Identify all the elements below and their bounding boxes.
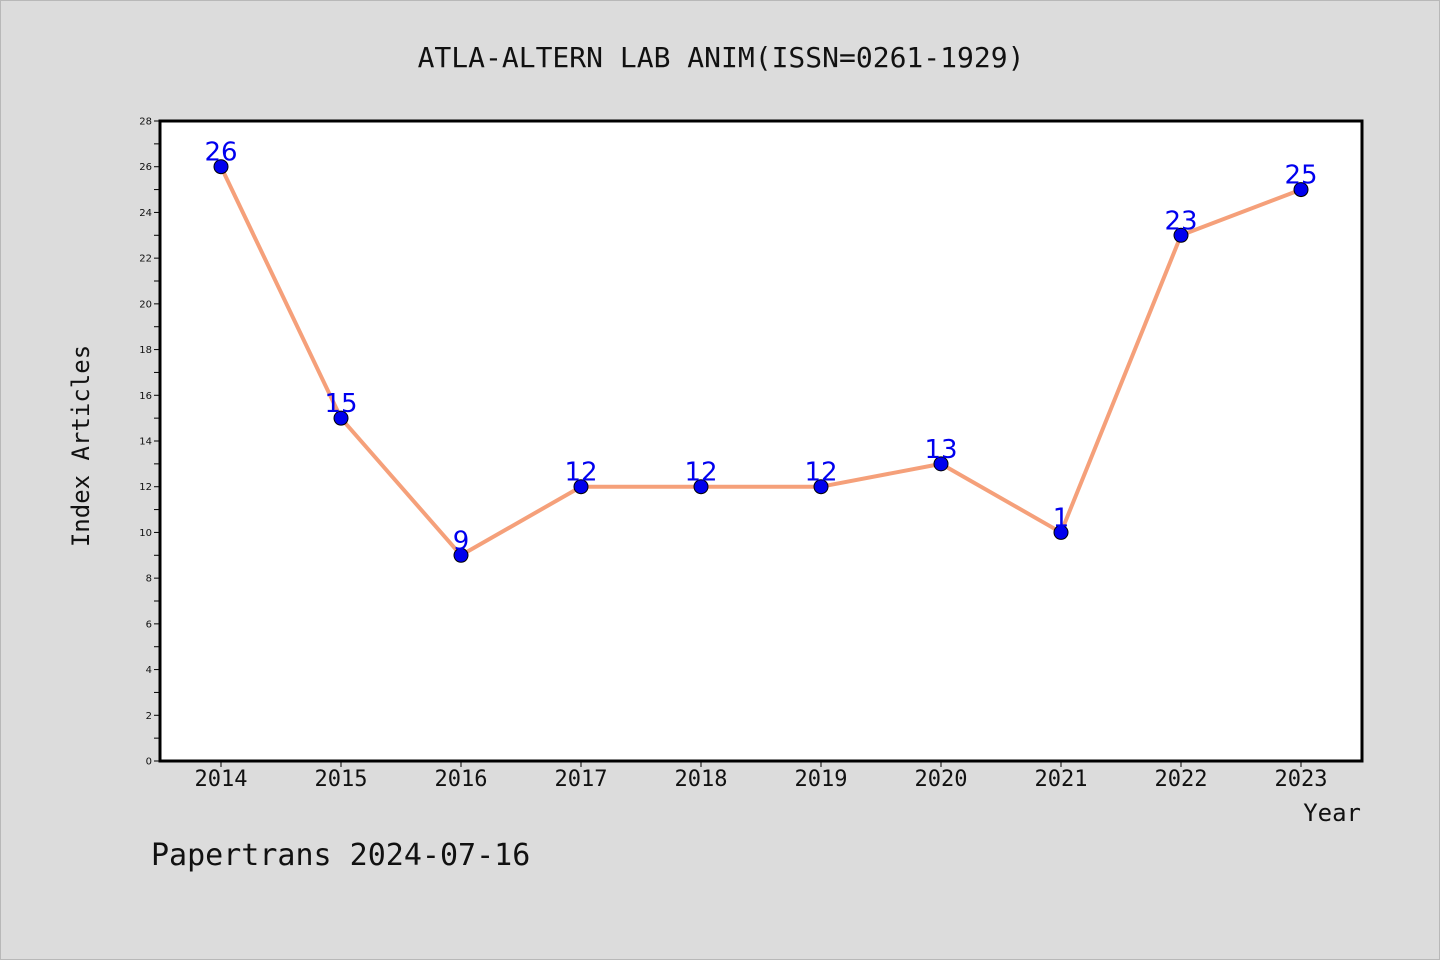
x-tick-label: 2019 (795, 767, 848, 792)
data-label: 1 (1053, 503, 1070, 533)
y-tick-label: 22 (139, 254, 152, 265)
x-tick-label: 2021 (1035, 767, 1088, 792)
y-tick-label: 26 (139, 162, 152, 173)
x-axis: 2014 2015 2016 2017 2018 2019 2020 2021 2022 2023 (195, 761, 1328, 792)
x-tick-label: 2020 (915, 767, 968, 792)
y-tick-label: 0 (146, 757, 152, 768)
data-point (1053, 524, 1069, 540)
data-label: 23 (1164, 206, 1197, 236)
data-label: 12 (804, 458, 837, 488)
chart-title: ATLA-ALTERN LAB ANIM(ISSN=0261-1929) (418, 41, 1025, 74)
series-marker-group (213, 159, 1309, 563)
y-tick-label: 2 (146, 711, 152, 722)
series-label-group: 26 15 9 12 12 12 13 1 23 25 (204, 138, 1317, 557)
data-label: 12 (684, 458, 717, 488)
data-point (453, 547, 469, 563)
data-point (333, 410, 349, 426)
x-tick-label: 2015 (315, 767, 368, 792)
y-axis-label: Index Articles (67, 345, 95, 547)
series-line-group (219, 165, 1302, 558)
y-tick-label: 28 (139, 117, 152, 128)
y-tick-label: 6 (146, 619, 152, 630)
y-tick-label: 18 (139, 345, 152, 356)
data-label: 25 (1284, 161, 1317, 191)
y-tick-label: 4 (146, 665, 152, 676)
series-line (219, 165, 1302, 558)
footer-text: Papertrans 2024-07-16 (151, 838, 530, 873)
x-tick-label: 2023 (1275, 767, 1328, 792)
y-tick-label: 14 (139, 437, 152, 448)
data-label: 13 (924, 435, 957, 465)
data-point (933, 456, 949, 472)
x-tick-label: 2014 (195, 767, 248, 792)
y-tick-label: 8 (146, 574, 152, 585)
x-tick-label: 2017 (555, 767, 608, 792)
y-tick-label: 20 (139, 299, 152, 310)
data-point (573, 479, 589, 495)
x-axis-label: Year (1303, 799, 1361, 827)
data-point (1173, 227, 1189, 243)
data-point (693, 479, 709, 495)
y-tick-label: 12 (139, 482, 152, 493)
data-point (813, 479, 829, 495)
x-tick-label: 2018 (675, 767, 728, 792)
y-tick-label: 16 (139, 391, 152, 402)
data-label: 26 (204, 138, 237, 168)
data-point (213, 159, 229, 175)
data-point (1293, 182, 1309, 198)
x-tick-label: 2016 (435, 767, 488, 792)
x-tick-label: 2022 (1155, 767, 1208, 792)
data-label: 15 (324, 389, 357, 419)
y-tick-label: 10 (139, 528, 152, 539)
data-label: 9 (453, 526, 470, 556)
y-tick-label: 24 (139, 208, 152, 219)
data-label: 12 (564, 458, 597, 488)
